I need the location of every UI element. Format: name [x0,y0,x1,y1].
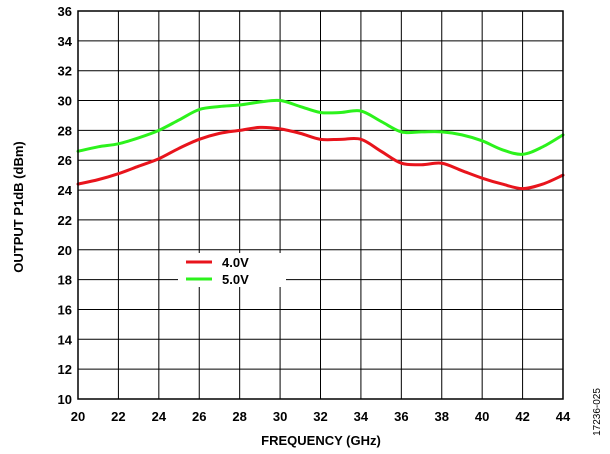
y-tick-labels: 10 12 14 16 18 20 22 24 26 28 30 32 34 36 [58,4,73,407]
y-axis-title: OUTPUT P1dB (dBm) [11,141,26,272]
x-tick-labels: 20 22 24 26 28 30 32 34 36 38 40 42 44 [71,409,571,424]
y-tick-label: 28 [58,123,72,138]
y-tick-label: 36 [58,4,72,19]
series-line-5-0v [76,98,565,156]
y-tick-label: 16 [58,302,72,317]
x-tick-label: 40 [475,409,489,424]
x-tick-label: 36 [394,409,408,424]
plot-frame [77,10,564,400]
y-tick-label: 24 [58,183,73,198]
grid [77,10,564,400]
x-tick-label: 28 [232,409,246,424]
y-tick-label: 14 [58,332,73,347]
y-tick-label: 22 [58,213,72,228]
series-line-4-0v [76,125,565,191]
x-tick-label: 20 [71,409,85,424]
y-tick-label: 30 [58,94,72,109]
figure-id: 17236-025 [592,388,603,436]
y-tick-label: 10 [58,392,72,407]
legend-label-4-0v: 4.0V [222,255,249,270]
y-tick-label: 32 [58,64,72,79]
y-tick-label: 18 [58,273,72,288]
x-tick-label: 32 [313,409,327,424]
y-tick-label: 20 [58,243,72,258]
legend: 4.0V 5.0V [178,253,286,287]
x-tick-label: 22 [111,409,125,424]
x-tick-label: 38 [435,409,449,424]
y-tick-label: 12 [58,362,72,377]
x-tick-label: 30 [273,409,287,424]
legend-box [178,253,286,287]
series-layer [76,98,565,191]
x-tick-label: 34 [354,409,369,424]
x-axis-title: FREQUENCY (GHz) [261,433,381,448]
x-tick-label: 44 [556,409,571,424]
legend-label-5-0v: 5.0V [222,272,249,287]
x-tick-label: 26 [192,409,206,424]
y-tick-label: 34 [58,34,73,49]
x-tick-label: 42 [515,409,529,424]
y-tick-label: 26 [58,153,72,168]
x-tick-label: 24 [152,409,167,424]
